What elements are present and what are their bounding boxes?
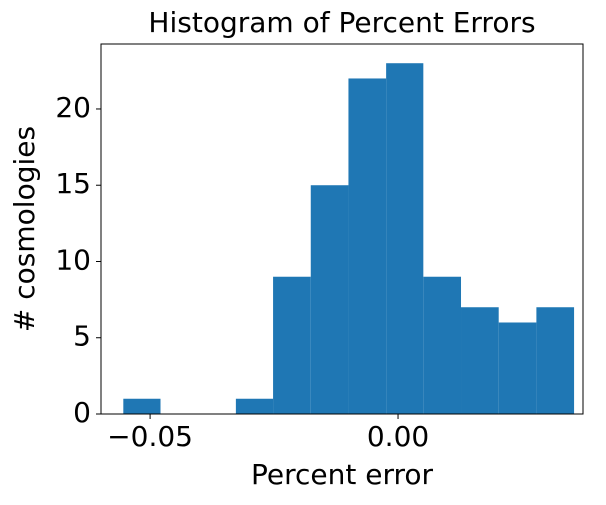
chart-title: Histogram of Percent Errors — [148, 6, 535, 39]
y-tick-label: 0 — [73, 396, 91, 429]
plot-frame — [100, 43, 584, 415]
y-tick-label: 10 — [55, 243, 91, 276]
bar — [310, 185, 349, 414]
y-tick-label: 15 — [55, 167, 91, 200]
x-tick-label: −0.05 — [107, 420, 193, 453]
bar — [536, 307, 575, 414]
bar — [423, 276, 462, 414]
bar — [235, 398, 274, 414]
x-axis-label: Percent error — [251, 458, 434, 491]
x-tick-label: 0.00 — [367, 420, 429, 453]
bar — [461, 307, 499, 414]
y-tick-label: 20 — [55, 91, 91, 124]
bar — [498, 322, 537, 414]
y-tick-label: 5 — [73, 320, 91, 353]
bar — [123, 398, 161, 414]
bar — [348, 78, 387, 414]
bar — [386, 63, 424, 414]
y-axis-label: # cosmologies — [8, 126, 41, 332]
bar — [273, 276, 311, 414]
